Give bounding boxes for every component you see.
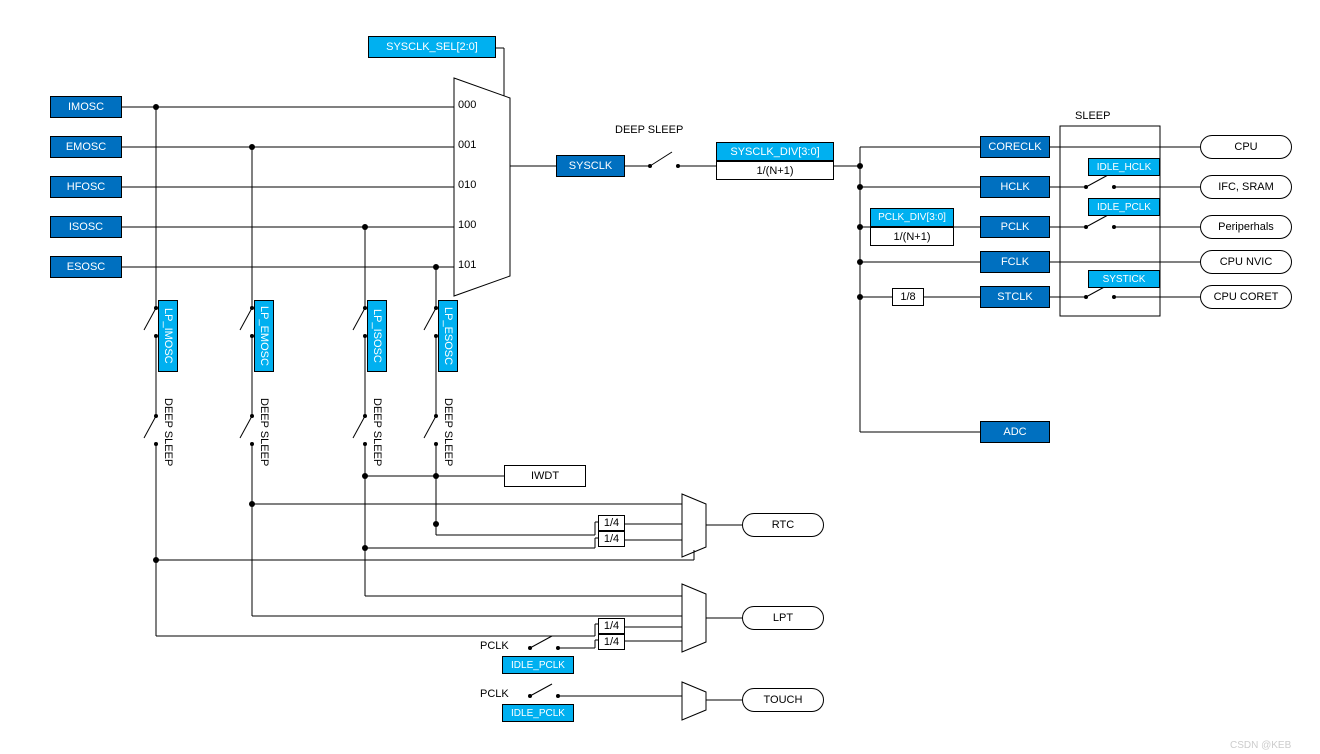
sleep-header: SLEEP: [1075, 110, 1110, 122]
lpt-idle-pclk: IDLE_PCLK: [502, 656, 574, 674]
sysclk-div-formula: 1/(N+1): [716, 161, 834, 180]
mux-opt-001: 001: [458, 139, 476, 151]
lpt-div1: 1/4: [598, 618, 625, 634]
idle-hclk-box: IDLE_HCLK: [1088, 158, 1160, 176]
isosc-box: ISOSC: [50, 216, 122, 238]
systick-box: SYSTICK: [1088, 270, 1160, 288]
adc-box: ADC: [980, 421, 1050, 443]
lp-isosc-label: LP_ISOSC: [367, 300, 387, 372]
deep-sleep-imosc: DEEP SLEEP: [162, 398, 174, 466]
cpu-coret-output: CPU CORET: [1200, 285, 1292, 309]
mux-opt-000: 000: [458, 99, 476, 111]
emosc-box: EMOSC: [50, 136, 122, 158]
coreclk-box: CORECLK: [980, 136, 1050, 158]
cpu-output: CPU: [1200, 135, 1292, 159]
hfosc-box: HFOSC: [50, 176, 122, 198]
watermark: CSDN @KEB: [1230, 740, 1291, 751]
lp-esosc-label: LP_ESOSC: [438, 300, 458, 372]
pclk-div-formula: 1/(N+1): [870, 227, 954, 246]
rtc-div1: 1/4: [598, 515, 625, 531]
cpu-nvic-output: CPU NVIC: [1200, 250, 1292, 274]
lp-imosc-label: LP_IMOSC: [158, 300, 178, 372]
lpt-output: LPT: [742, 606, 824, 630]
lpt-div2: 1/4: [598, 634, 625, 650]
sysclk-div-label: SYSCLK_DIV[3:0]: [716, 142, 834, 161]
sysclk-box: SYSCLK: [556, 155, 625, 177]
wiring-svg: [0, 0, 1320, 754]
idle-pclk-box: IDLE_PCLK: [1088, 198, 1160, 216]
peripherals-output: Periperhals: [1200, 215, 1292, 239]
iwdt-box: IWDT: [504, 465, 586, 487]
rtc-output: RTC: [742, 513, 824, 537]
stclk-div-box: 1/8: [892, 288, 924, 306]
hclk-box: HCLK: [980, 176, 1050, 198]
fclk-box: FCLK: [980, 251, 1050, 273]
touch-idle-pclk: IDLE_PCLK: [502, 704, 574, 722]
deep-sleep-emosc: DEEP SLEEP: [258, 398, 270, 466]
lp-emosc-label: LP_EMOSC: [254, 300, 274, 372]
mux-opt-010: 010: [458, 179, 476, 191]
imosc-box: IMOSC: [50, 96, 122, 118]
touch-output: TOUCH: [742, 688, 824, 712]
stclk-box: STCLK: [980, 286, 1050, 308]
ifc-sram-output: IFC, SRAM: [1200, 175, 1292, 199]
touch-pclk-label: PCLK: [480, 688, 509, 700]
pclk-div-label: PCLK_DIV[3:0]: [870, 208, 954, 227]
rtc-div2: 1/4: [598, 531, 625, 547]
esosc-box: ESOSC: [50, 256, 122, 278]
pclk-box: PCLK: [980, 216, 1050, 238]
deep-sleep-isosc: DEEP SLEEP: [371, 398, 383, 466]
sysclk-sel-box: SYSCLK_SEL[2:0]: [368, 36, 496, 58]
deep-sleep-esosc: DEEP SLEEP: [442, 398, 454, 466]
mux-opt-100: 100: [458, 219, 476, 231]
deep-sleep-label: DEEP SLEEP: [615, 124, 683, 136]
lpt-pclk-label: PCLK: [480, 640, 509, 652]
mux-opt-101: 101: [458, 259, 476, 271]
